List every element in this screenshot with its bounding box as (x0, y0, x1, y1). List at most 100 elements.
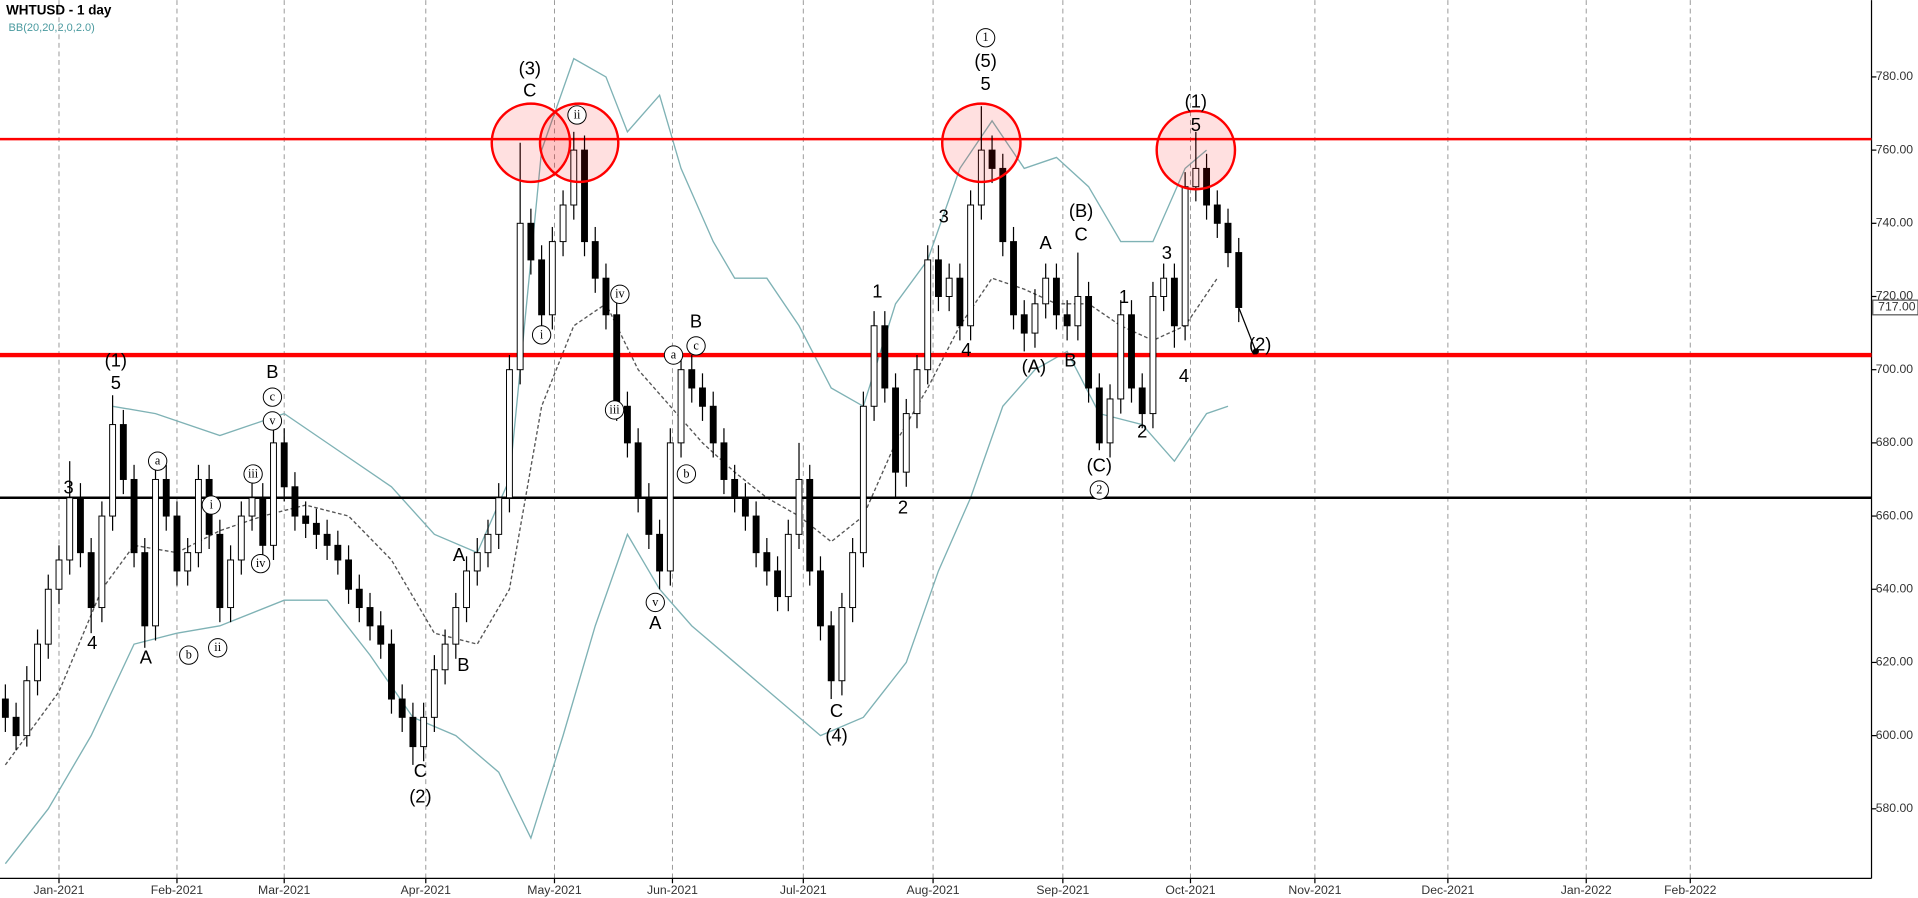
wave-label: ii (574, 107, 581, 121)
candle-body (870, 325, 878, 407)
x-tick-label: May-2021 (527, 883, 582, 897)
candle-body (1020, 314, 1028, 334)
wave-label: (C) (1087, 455, 1112, 476)
wave-label: i (540, 327, 544, 341)
wave-label: 5 (1191, 114, 1201, 135)
y-tick-label: 660.00 (1876, 508, 1914, 522)
wave-label: 1 (872, 281, 882, 302)
wave-label: (2) (409, 786, 431, 807)
wave-label: iv (256, 556, 266, 570)
wave-circle (645, 592, 665, 613)
candle-body (473, 552, 481, 572)
wave-label: b (186, 648, 192, 662)
wave-label: B (266, 361, 278, 382)
wave-circle (610, 284, 630, 304)
wave-label: 3 (939, 205, 949, 226)
indicator-label: BB(20,20,2,0,2.0) (9, 22, 95, 34)
wave-label: 2 (1096, 483, 1102, 497)
candle-body (613, 314, 621, 407)
y-tick-label: 740.00 (1876, 216, 1914, 230)
candle-body (1095, 387, 1103, 444)
candle-body (152, 478, 159, 627)
y-tick-label: 720.00 (1876, 289, 1914, 303)
wave-label: B (1064, 349, 1076, 370)
candle-body (484, 533, 492, 554)
candle-body (270, 442, 277, 546)
wave-label: c (693, 338, 699, 352)
candle-body (741, 497, 749, 517)
candle-body (259, 497, 267, 546)
wave-label: i (210, 498, 214, 512)
candle-body (463, 570, 470, 609)
y-tick-label: 780.00 (1876, 69, 1914, 83)
candle-body (248, 497, 256, 517)
candle-body (119, 424, 127, 480)
x-tick-label: Apr-2021 (401, 883, 451, 897)
candle-body (1224, 222, 1232, 254)
candle-body (1149, 296, 1157, 415)
candle-body (1235, 252, 1243, 308)
wave-label: A (453, 544, 466, 565)
candle-body (1063, 314, 1071, 327)
candle-body (55, 559, 63, 590)
wave-circle (262, 387, 283, 407)
candle-body (345, 559, 353, 590)
y-tick-label: 600.00 (1876, 728, 1914, 742)
x-tick-label: Jul-2021 (780, 883, 827, 897)
candle-body (677, 369, 685, 444)
price-tag (1872, 299, 1918, 316)
candle-body (1160, 277, 1168, 297)
candle-body (548, 241, 556, 316)
candle-body (849, 552, 857, 609)
wave-label: 4 (1179, 365, 1189, 386)
candle-body (892, 387, 899, 473)
wave-label: iii (609, 402, 620, 416)
candle-body (76, 497, 84, 554)
candle-body (366, 607, 374, 627)
highlight-circle (538, 102, 620, 184)
y-tick-label: 580.00 (1876, 801, 1914, 815)
wave-label: 5 (111, 372, 121, 393)
candle-body (1128, 314, 1135, 389)
x-tick-label: Dec-2021 (1421, 883, 1474, 897)
candle-body (12, 716, 20, 737)
x-tick-label: Jun-2021 (647, 883, 698, 897)
candle-body (1085, 296, 1093, 389)
candle-body (1213, 204, 1221, 224)
candle-body (913, 369, 921, 415)
candle-body (581, 149, 588, 243)
wave-label: b (683, 466, 689, 480)
candle-body (173, 515, 181, 572)
candle-body (656, 533, 664, 572)
wave-label: (2) (1249, 334, 1271, 355)
candle-body (881, 325, 889, 389)
x-tick-label: Sep-2021 (1036, 883, 1089, 897)
candle-body (377, 625, 385, 645)
x-tick-label: Jan-2021 (34, 883, 85, 897)
wave-label: (B) (1069, 200, 1093, 221)
candle-body (430, 669, 438, 718)
bollinger-band (112, 57, 1208, 554)
x-tick-label: Oct-2021 (1165, 883, 1215, 897)
candle-body (280, 442, 288, 488)
candle-body (709, 405, 717, 444)
wave-label: B (457, 654, 469, 675)
wave-label: (4) (825, 725, 847, 746)
candle-body (409, 716, 417, 748)
wave-label: 3 (1162, 242, 1172, 263)
candle-body (302, 515, 310, 524)
wave-label: 4 (961, 339, 971, 360)
wave-circle (686, 336, 706, 356)
wave-circle (676, 464, 697, 484)
candle-body (602, 277, 610, 316)
candle-body (623, 405, 631, 444)
candle-body (1010, 241, 1017, 316)
wave-label: 2 (898, 497, 908, 518)
wave-circle (975, 28, 996, 48)
wave-label: C (523, 79, 536, 100)
candle-body (216, 533, 224, 609)
candle-body (752, 515, 760, 554)
y-tick-label: 620.00 (1876, 655, 1914, 669)
wave-circle (201, 495, 221, 515)
candle-body (130, 478, 138, 554)
